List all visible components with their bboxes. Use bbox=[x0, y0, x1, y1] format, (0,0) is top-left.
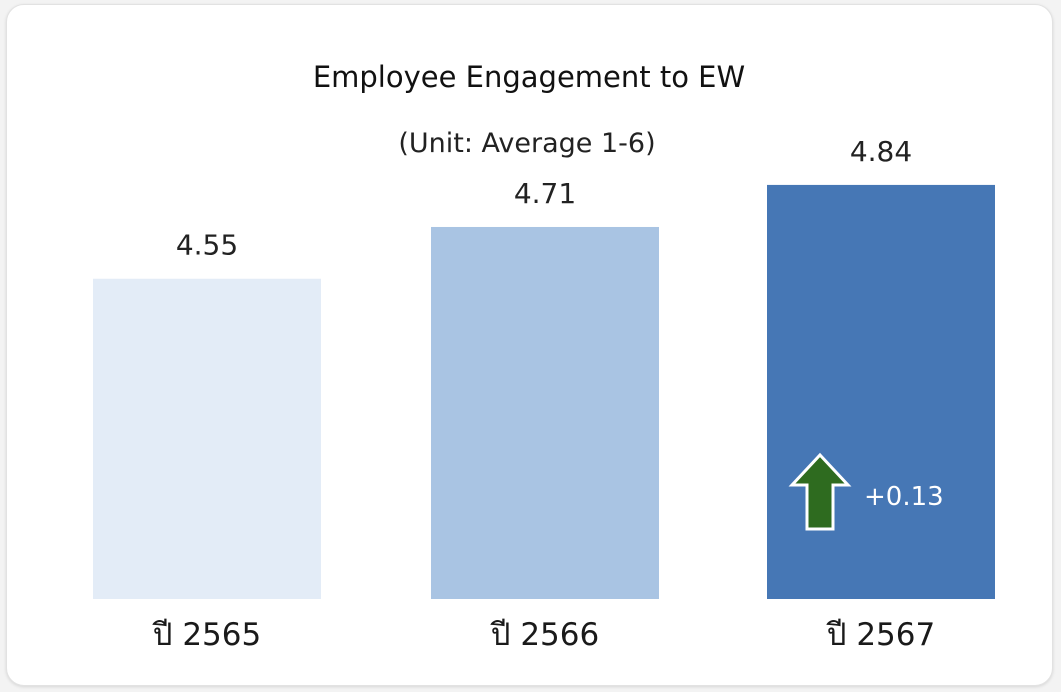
category-label-1: ปี 2565 bbox=[151, 617, 261, 653]
category-label-3: ปี 2567 bbox=[825, 617, 935, 653]
bar-value-label-1: 4.55 bbox=[176, 229, 238, 262]
bar-2 bbox=[431, 226, 659, 599]
bar-value-label-2: 4.71 bbox=[514, 177, 576, 210]
chart-subtitle: (Unit: Average 1-6) bbox=[398, 128, 655, 159]
chart-svg: Employee Engagement to EW (Unit: Average… bbox=[93, 60, 995, 653]
bar-1 bbox=[93, 278, 321, 599]
chart-title: Employee Engagement to EW bbox=[313, 60, 745, 94]
delta-label: +0.13 bbox=[864, 482, 944, 512]
up-arrow-icon bbox=[788, 452, 852, 531]
bar-3 bbox=[767, 184, 995, 600]
bar-value-label-3: 4.84 bbox=[850, 135, 912, 168]
chart-card: Employee Engagement to EW (Unit: Average… bbox=[6, 4, 1053, 686]
category-label-2: ปี 2566 bbox=[489, 617, 599, 653]
bars-group: 4.55 ปี 2565 4.71 ปี 2566 4.84 ปี 2567 +0.13 bbox=[93, 135, 995, 653]
